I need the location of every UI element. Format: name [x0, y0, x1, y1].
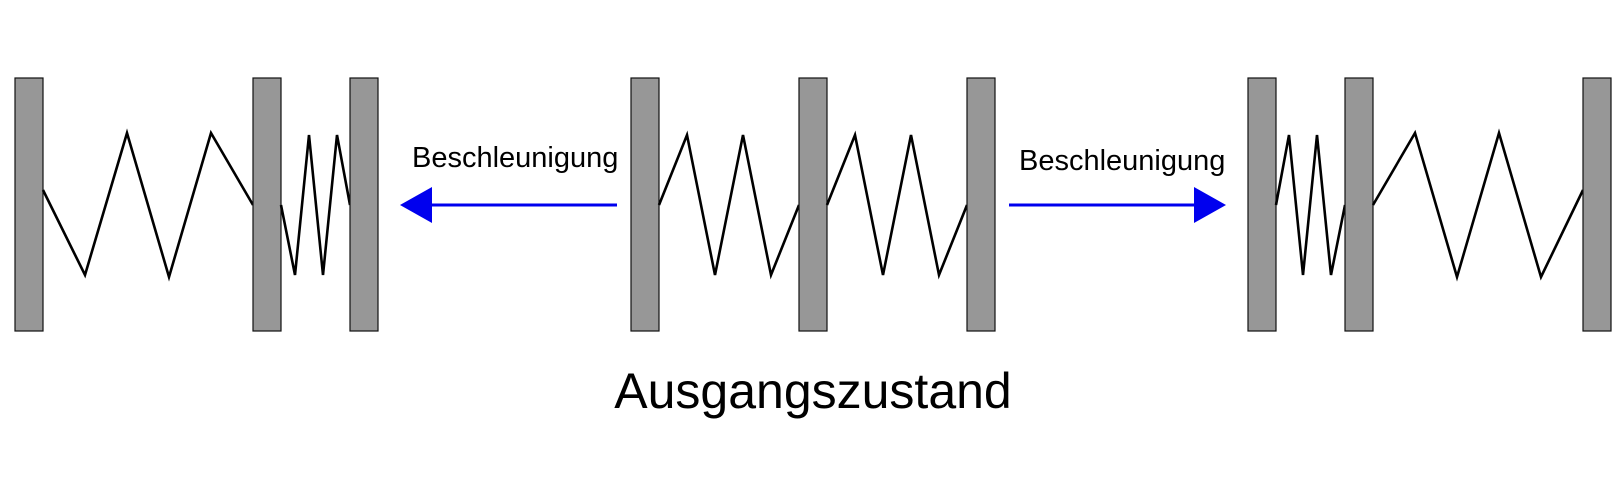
right-acceleration-label: Beschleunigung: [1019, 145, 1225, 177]
center-plate-3: [966, 77, 996, 332]
center-spring-1: [657, 130, 801, 280]
right-plate-3: [1582, 77, 1612, 332]
initial-state-caption: Ausgangszustand: [614, 363, 1012, 419]
right-spring-2-stretched: [1371, 128, 1585, 282]
left-plate-2: [252, 77, 282, 332]
right-acceleration-arrow: [1009, 187, 1226, 223]
left-spring-2-compressed: [279, 134, 352, 276]
right-plate-2: [1344, 77, 1374, 332]
left-acceleration-label: Beschleunigung: [412, 142, 618, 174]
left-arrow-head: [400, 187, 432, 223]
left-plate-1: [14, 77, 44, 332]
right-arrow-head: [1194, 187, 1226, 223]
left-system: [14, 77, 379, 332]
center-plate-1: [630, 77, 660, 332]
left-spring-1-stretched: [41, 128, 255, 282]
left-acceleration-arrow: [400, 187, 617, 223]
right-system: [1247, 77, 1612, 332]
center-spring-2: [825, 130, 969, 280]
center-plate-2: [798, 77, 828, 332]
right-plate-1: [1247, 77, 1277, 332]
right-spring-1-compressed: [1274, 134, 1347, 276]
center-system: [630, 77, 996, 332]
left-plate-3: [349, 77, 379, 332]
